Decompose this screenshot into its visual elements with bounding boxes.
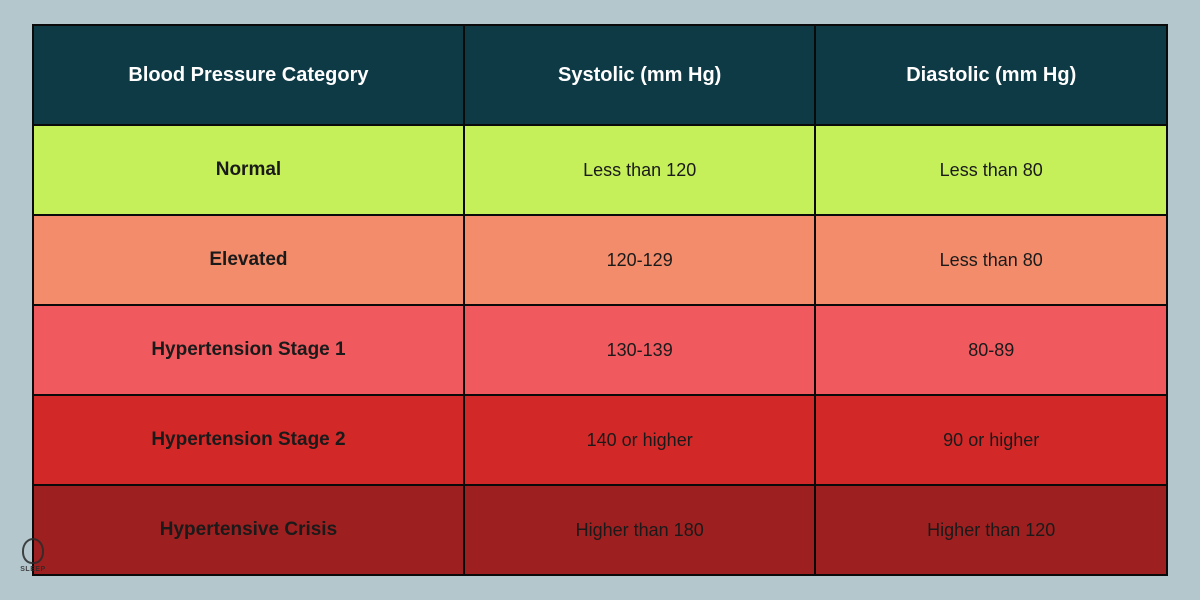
cell-category: Normal: [33, 125, 464, 215]
cell-category: Elevated: [33, 215, 464, 305]
header-category: Blood Pressure Category: [33, 25, 464, 125]
table-row: Hypertension Stage 2 140 or higher 90 or…: [33, 395, 1167, 485]
cell-systolic: 120-129: [464, 215, 816, 305]
header-diastolic: Diastolic (mm Hg): [815, 25, 1167, 125]
table-header-row: Blood Pressure Category Systolic (mm Hg)…: [33, 25, 1167, 125]
cell-diastolic: Higher than 120: [815, 485, 1167, 575]
cell-diastolic: Less than 80: [815, 125, 1167, 215]
cell-diastolic: Less than 80: [815, 215, 1167, 305]
logo-head-icon: [22, 538, 44, 564]
cell-category: Hypertensive Crisis: [33, 485, 464, 575]
table-row: Hypertension Stage 1 130-139 80-89: [33, 305, 1167, 395]
header-systolic: Systolic (mm Hg): [464, 25, 816, 125]
cell-systolic: 140 or higher: [464, 395, 816, 485]
cell-category: Hypertension Stage 1: [33, 305, 464, 395]
table-body: Normal Less than 120 Less than 80 Elevat…: [33, 125, 1167, 575]
cell-systolic: Less than 120: [464, 125, 816, 215]
bp-category-table: Blood Pressure Category Systolic (mm Hg)…: [32, 24, 1168, 576]
table-row: Normal Less than 120 Less than 80: [33, 125, 1167, 215]
table-row: Hypertensive Crisis Higher than 180 High…: [33, 485, 1167, 575]
cell-diastolic: 90 or higher: [815, 395, 1167, 485]
cell-systolic: 130-139: [464, 305, 816, 395]
table-row: Elevated 120-129 Less than 80: [33, 215, 1167, 305]
cell-diastolic: 80-89: [815, 305, 1167, 395]
logo-text: SLEEP: [20, 566, 45, 573]
cell-category: Hypertension Stage 2: [33, 395, 464, 485]
sleep-logo: SLEEP: [8, 530, 58, 580]
cell-systolic: Higher than 180: [464, 485, 816, 575]
